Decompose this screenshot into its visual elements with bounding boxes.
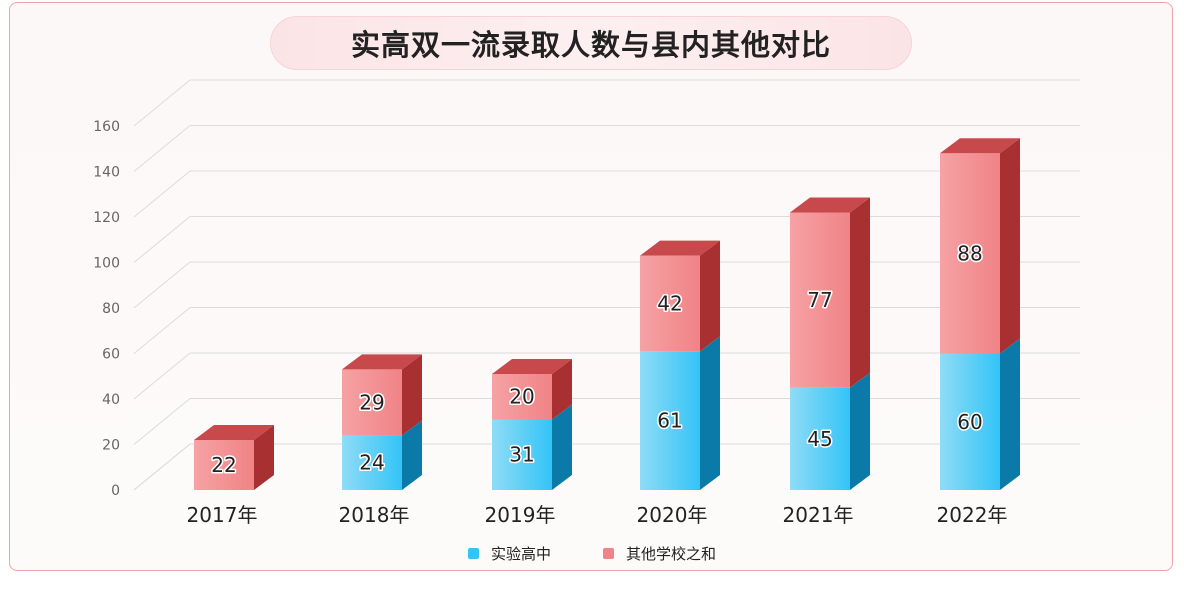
- data-label: 42: [657, 291, 682, 315]
- bar-side-face: [402, 420, 422, 490]
- data-label: 45: [807, 427, 832, 451]
- legend-item-series-1[interactable]: 实验高中: [467, 543, 551, 564]
- x-tick-label: 2020年: [637, 503, 708, 527]
- gridline: [133, 352, 1080, 400]
- bar-top-face: [940, 138, 1020, 154]
- bar-side-face: [850, 372, 870, 490]
- y-tick-label: 0: [111, 483, 120, 499]
- x-tick-label: 2018年: [339, 503, 410, 527]
- bar-segment: [342, 369, 402, 436]
- bar-segment: [790, 387, 850, 490]
- bar-side-face: [552, 358, 572, 420]
- grid-layer: 0 20 40 60 80 100 120 140 160: [93, 79, 1080, 499]
- data-label: 60: [957, 410, 982, 434]
- legend-label: 其他学校之和: [626, 545, 717, 563]
- bar-segment: [342, 435, 402, 490]
- bar-segment: [492, 373, 552, 420]
- floor-edge: [133, 443, 191, 491]
- gridline: [133, 398, 1080, 445]
- gridline: [133, 261, 1080, 309]
- bar-top-face: [640, 240, 720, 256]
- gridline: [133, 125, 1080, 172]
- gridline: [133, 443, 1080, 491]
- bar-segment: [492, 419, 552, 490]
- bar-top-face: [790, 197, 870, 213]
- bar-side-face: [700, 240, 720, 352]
- data-label: 20: [509, 385, 534, 409]
- y-tick-label: 100: [93, 256, 120, 272]
- y-tick-label: 80: [102, 301, 120, 317]
- data-label: 88: [957, 241, 982, 265]
- y-tick-label: 140: [93, 165, 120, 181]
- data-label: 24: [359, 451, 384, 475]
- bar-top-face: [342, 354, 422, 370]
- bar-segment: [194, 439, 254, 490]
- bar-side-face: [850, 197, 870, 388]
- y-tick-label: 60: [102, 347, 120, 363]
- bar-segment: [940, 153, 1000, 354]
- bar-side-face: [552, 404, 572, 490]
- bar-side-face: [700, 336, 720, 490]
- y-tick-label: 120: [93, 210, 120, 226]
- data-label: 29: [359, 390, 384, 414]
- x-tick-label: 2019年: [485, 503, 556, 527]
- bar-segment: [640, 351, 700, 490]
- gridline: [133, 170, 1080, 218]
- legend-item-series-2[interactable]: 其他学校之和: [603, 543, 716, 564]
- bar-segment: [940, 353, 1000, 490]
- data-label: 61: [657, 409, 682, 433]
- x-tick-label: 2017年: [187, 503, 258, 527]
- gridline: [133, 307, 1080, 354]
- bar-top-face: [492, 358, 572, 374]
- data-label: 31: [509, 443, 534, 467]
- y-tick-label: 160: [93, 119, 120, 135]
- chart-title: 实高双一流录取人数与县内其他对比: [350, 28, 831, 62]
- y-tick-label: 40: [102, 392, 120, 408]
- legend: 实验高中 其他学校之和: [0, 543, 1184, 564]
- legend-label: 实验高中: [490, 545, 551, 563]
- data-label: 77: [807, 288, 832, 312]
- labels-layer: 22 2017年 24 29 2018年 31 20 2019年 61 42 2020年 45 77 20…: [187, 240, 1008, 527]
- bars-layer: [194, 138, 1020, 490]
- bar-side-face: [402, 354, 422, 436]
- bar-segment: [790, 212, 850, 388]
- legend-swatch: [603, 548, 614, 559]
- bar-top-face: [194, 424, 274, 440]
- title-banner: 实高双一流录取人数与县内其他对比: [270, 16, 912, 70]
- legend-swatch: [467, 548, 479, 559]
- bar-side-face: [1000, 138, 1020, 354]
- bar-segment: [640, 255, 700, 352]
- gridline: [133, 216, 1080, 263]
- bar-side-face: [1000, 338, 1020, 490]
- y-tick-label: 20: [102, 438, 120, 454]
- x-tick-label: 2021年: [783, 503, 854, 527]
- bar-side-face: [254, 424, 274, 490]
- x-tick-label: 2022年: [937, 503, 1008, 527]
- gridline: [133, 79, 1080, 127]
- data-label: 22: [211, 453, 236, 477]
